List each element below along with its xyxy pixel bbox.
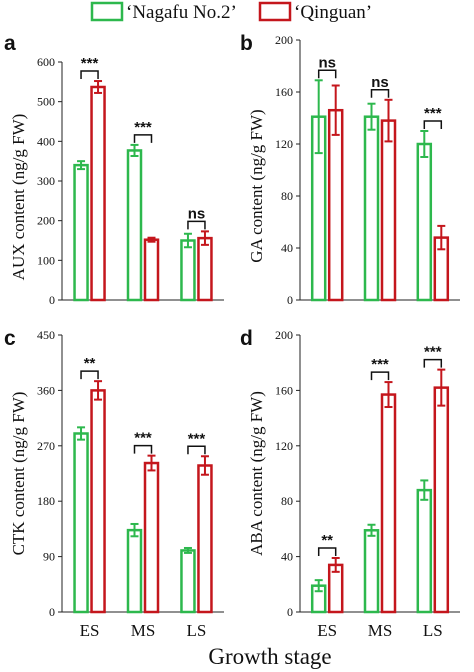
panel-letter: c (4, 327, 16, 350)
y-tick-label: 160 (275, 85, 293, 99)
y-tick-label: 40 (281, 241, 293, 255)
bar-qinguan-1 (380, 393, 397, 614)
legend-label-qinguan: ‘Qinguan’ (294, 2, 372, 23)
y-tick-label: 200 (275, 33, 293, 47)
panel-d-aba: d 0 40 80 120 160 200 ABA content (ng/g FW) ** ES… (240, 327, 460, 640)
bar-nagafu-0 (73, 432, 89, 614)
y-tick-label: 360 (37, 383, 55, 397)
significance-label: ns (371, 74, 389, 91)
significance-bracket (317, 547, 337, 556)
bar-qinguan-2 (197, 464, 213, 614)
significance-label: *** (81, 55, 99, 72)
panel-letter: b (240, 32, 253, 55)
y-tick-label: 180 (37, 494, 55, 508)
y-tick-label: 90 (43, 550, 55, 564)
y-tick-label: 200 (37, 214, 55, 228)
panel-a-aux: a 0 100 200 300 400 500 600 AUX content (ng/g FW… (4, 32, 224, 307)
y-tick-label: 300 (37, 174, 55, 188)
y-tick-label: 200 (275, 328, 293, 342)
y-axis-title: CTK content (ng/g FW) (9, 392, 28, 556)
y-tick-label: 100 (37, 253, 55, 267)
panel-b-ga: b 0 40 80 120 160 200 GA content (ng/g FW) ns ns *… (240, 32, 460, 307)
significance-label: ns (318, 54, 336, 71)
significance-bracket (80, 370, 99, 380)
bar-qinguan-0 (90, 85, 106, 302)
bar-qinguan-2 (197, 236, 213, 302)
significance-label: ** (84, 355, 96, 372)
y-axis-title: GA content (ng/g FW) (247, 109, 266, 262)
y-tick-label: 400 (37, 134, 55, 148)
y-tick-label: 450 (37, 328, 55, 342)
significance-bracket (370, 89, 390, 98)
y-tick-label: 600 (37, 55, 55, 69)
x-category-label: LS (423, 621, 443, 640)
x-category-label: ES (317, 621, 337, 640)
y-tick-label: 0 (49, 293, 55, 307)
legend: ‘Nagafu No.2’ ‘Qinguan’ (90, 1, 372, 23)
panel-letter: d (240, 327, 253, 350)
y-tick-label: 40 (281, 550, 293, 564)
significance-label: *** (371, 356, 389, 373)
legend-swatch-qinguan (258, 1, 292, 22)
y-axis-title: ABA content (ng/g FW) (247, 391, 266, 556)
bar-nagafu-1 (126, 528, 143, 614)
legend-swatch-nagafu (90, 1, 124, 22)
x-axis-title: Growth stage (208, 644, 331, 669)
bar-nagafu-0 (73, 163, 89, 302)
significance-label: *** (424, 105, 442, 122)
legend-label-nagafu: ‘Nagafu No.2’ (126, 2, 237, 23)
x-category-label: ES (80, 621, 100, 640)
significance-bracket (187, 220, 206, 230)
significance-bracket (133, 444, 153, 454)
significance-bracket (423, 120, 443, 129)
y-tick-label: 80 (281, 494, 293, 508)
bar-qinguan-1 (143, 238, 160, 302)
significance-label: *** (424, 344, 442, 361)
significance-label: *** (134, 119, 152, 136)
bar-qinguan-2 (433, 386, 450, 614)
bar-nagafu-2 (180, 549, 196, 614)
x-category-label: MS (368, 621, 393, 640)
significance-bracket (317, 69, 337, 79)
significance-bracket (80, 70, 99, 80)
bar-qinguan-0 (90, 389, 106, 614)
significance-bracket (370, 371, 390, 381)
bar-qinguan-1 (143, 461, 160, 614)
significance-bracket (187, 445, 206, 455)
bar-qinguan-0 (327, 108, 344, 302)
significance-bracket (423, 358, 443, 368)
significance-label: *** (134, 430, 152, 447)
x-category-label: LS (187, 621, 207, 640)
panel-c-ctk: c 0 90 180 270 360 450 CTK content (ng/g FW) ** E… (4, 327, 224, 640)
y-tick-label: 0 (49, 605, 55, 619)
x-category-label: MS (131, 621, 156, 640)
bar-nagafu-2 (180, 239, 196, 302)
y-tick-label: 160 (275, 383, 293, 397)
significance-bracket (133, 134, 153, 143)
y-tick-label: 270 (37, 439, 55, 453)
y-tick-label: 500 (37, 95, 55, 109)
significance-label: ns (188, 205, 206, 222)
bar-nagafu-2 (416, 142, 433, 302)
y-tick-label: 80 (281, 189, 293, 203)
y-tick-label: 120 (275, 137, 293, 151)
significance-label: *** (188, 430, 206, 447)
bar-qinguan-1 (380, 119, 397, 302)
bar-nagafu-1 (363, 529, 380, 614)
y-tick-label: 0 (287, 605, 293, 619)
bar-nagafu-2 (416, 488, 433, 614)
bar-nagafu-1 (363, 115, 380, 302)
y-tick-label: 120 (275, 439, 293, 453)
significance-label: ** (321, 532, 333, 549)
panel-letter: a (4, 32, 16, 55)
y-axis-title: AUX content (ng/g FW) (9, 114, 28, 281)
y-tick-label: 0 (287, 293, 293, 307)
bar-nagafu-1 (126, 149, 143, 302)
